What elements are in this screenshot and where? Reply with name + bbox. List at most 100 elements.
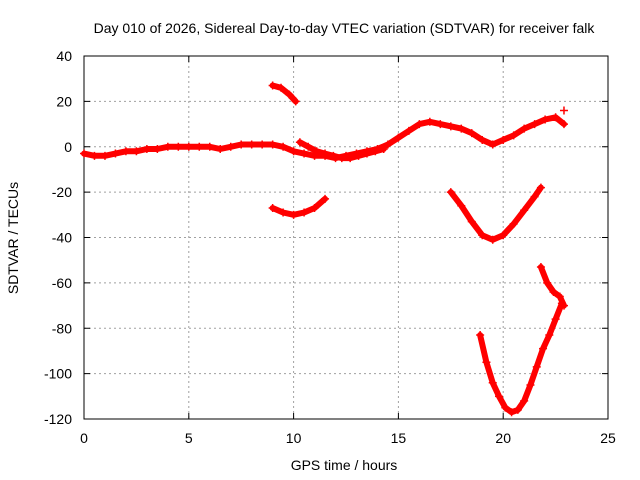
data-point [291, 97, 300, 106]
data-point [559, 106, 568, 115]
data-point [289, 210, 298, 219]
y-tick-label: 0 [64, 139, 72, 155]
data-point [312, 147, 321, 156]
x-tick-label: 5 [185, 430, 193, 446]
data-point [467, 129, 476, 138]
data-point [507, 408, 516, 417]
data-point [195, 142, 204, 151]
data-point [478, 231, 487, 240]
data-point [545, 331, 554, 340]
data-point [371, 147, 380, 156]
data-point [543, 278, 552, 287]
y-tick-label: -100 [44, 366, 72, 382]
data-point [132, 147, 141, 156]
data-point [300, 149, 309, 158]
series-6 [476, 299, 566, 417]
data-point [539, 344, 548, 353]
data-point [499, 135, 508, 144]
data-point [536, 183, 545, 192]
x-axis-ticks: 0 5 10 15 20 25 [80, 56, 616, 446]
data-point [404, 126, 413, 135]
data-point [184, 142, 193, 151]
data-point [530, 120, 539, 129]
data-point [268, 81, 277, 90]
y-axis-ticks: -120 -100 -80 -60 -40 -20 0 20 40 [44, 48, 608, 427]
data-point [268, 140, 277, 149]
data-point [520, 206, 529, 215]
series-3 [268, 194, 330, 219]
x-axis-label: GPS time / hours [291, 457, 398, 473]
data-point [467, 217, 476, 226]
data-point [153, 145, 162, 154]
data-point [304, 142, 313, 151]
data-point [509, 131, 518, 140]
data-point [337, 154, 346, 163]
data-point [289, 147, 298, 156]
data-point [526, 380, 535, 389]
chart-title: Day 010 of 2026, Sidereal Day-to-day VTE… [94, 20, 596, 36]
data-point [482, 358, 491, 367]
data-point [80, 149, 88, 158]
data-point [279, 208, 288, 217]
data-point [111, 149, 120, 158]
data-point [216, 145, 225, 154]
series-trace [447, 184, 544, 243]
data-point [415, 120, 424, 129]
data-point [174, 142, 183, 151]
data-point [295, 138, 304, 147]
data-point [268, 204, 277, 213]
data-point [90, 151, 99, 160]
data-point [300, 208, 309, 217]
data-point [237, 140, 246, 149]
data-point [205, 142, 214, 151]
data-point [436, 120, 445, 129]
data-point [488, 378, 497, 387]
series-7 [559, 106, 568, 115]
data-point [551, 113, 560, 122]
data-point [142, 145, 151, 154]
data-point [495, 392, 504, 401]
y-tick-label: -20 [52, 184, 72, 200]
data-point [520, 396, 529, 405]
data-point [362, 149, 371, 158]
data-point [346, 154, 355, 163]
data-point [379, 145, 388, 154]
data-point [478, 135, 487, 144]
data-point [100, 151, 109, 160]
data-point [501, 403, 510, 412]
data-point [258, 140, 267, 149]
data-point [425, 117, 434, 126]
x-tick-label: 15 [391, 430, 407, 446]
data-point [530, 192, 539, 201]
series-1 [268, 81, 300, 106]
data-point [277, 83, 286, 92]
series-2 [295, 138, 388, 163]
data-point [394, 133, 403, 142]
data-point [557, 299, 566, 308]
x-tick-label: 25 [600, 430, 616, 446]
data-point [559, 120, 568, 129]
data-point [329, 151, 338, 160]
data-point [555, 292, 564, 301]
data-point [121, 147, 130, 156]
data-point [279, 142, 288, 151]
data-point [226, 142, 235, 151]
data-point [488, 140, 497, 149]
data-point [551, 315, 560, 324]
data-point [163, 142, 172, 151]
series-trace [477, 300, 565, 416]
y-tick-label: -40 [52, 230, 72, 246]
data-point [457, 124, 466, 133]
data-points [80, 81, 568, 417]
data-point [354, 151, 363, 160]
data-point [499, 231, 508, 240]
data-point [532, 362, 541, 371]
y-tick-label: -60 [52, 275, 72, 291]
y-tick-label: 20 [56, 93, 72, 109]
series-trace [269, 82, 299, 105]
data-point [285, 90, 294, 99]
data-point [457, 201, 466, 210]
x-tick-label: 20 [495, 430, 511, 446]
